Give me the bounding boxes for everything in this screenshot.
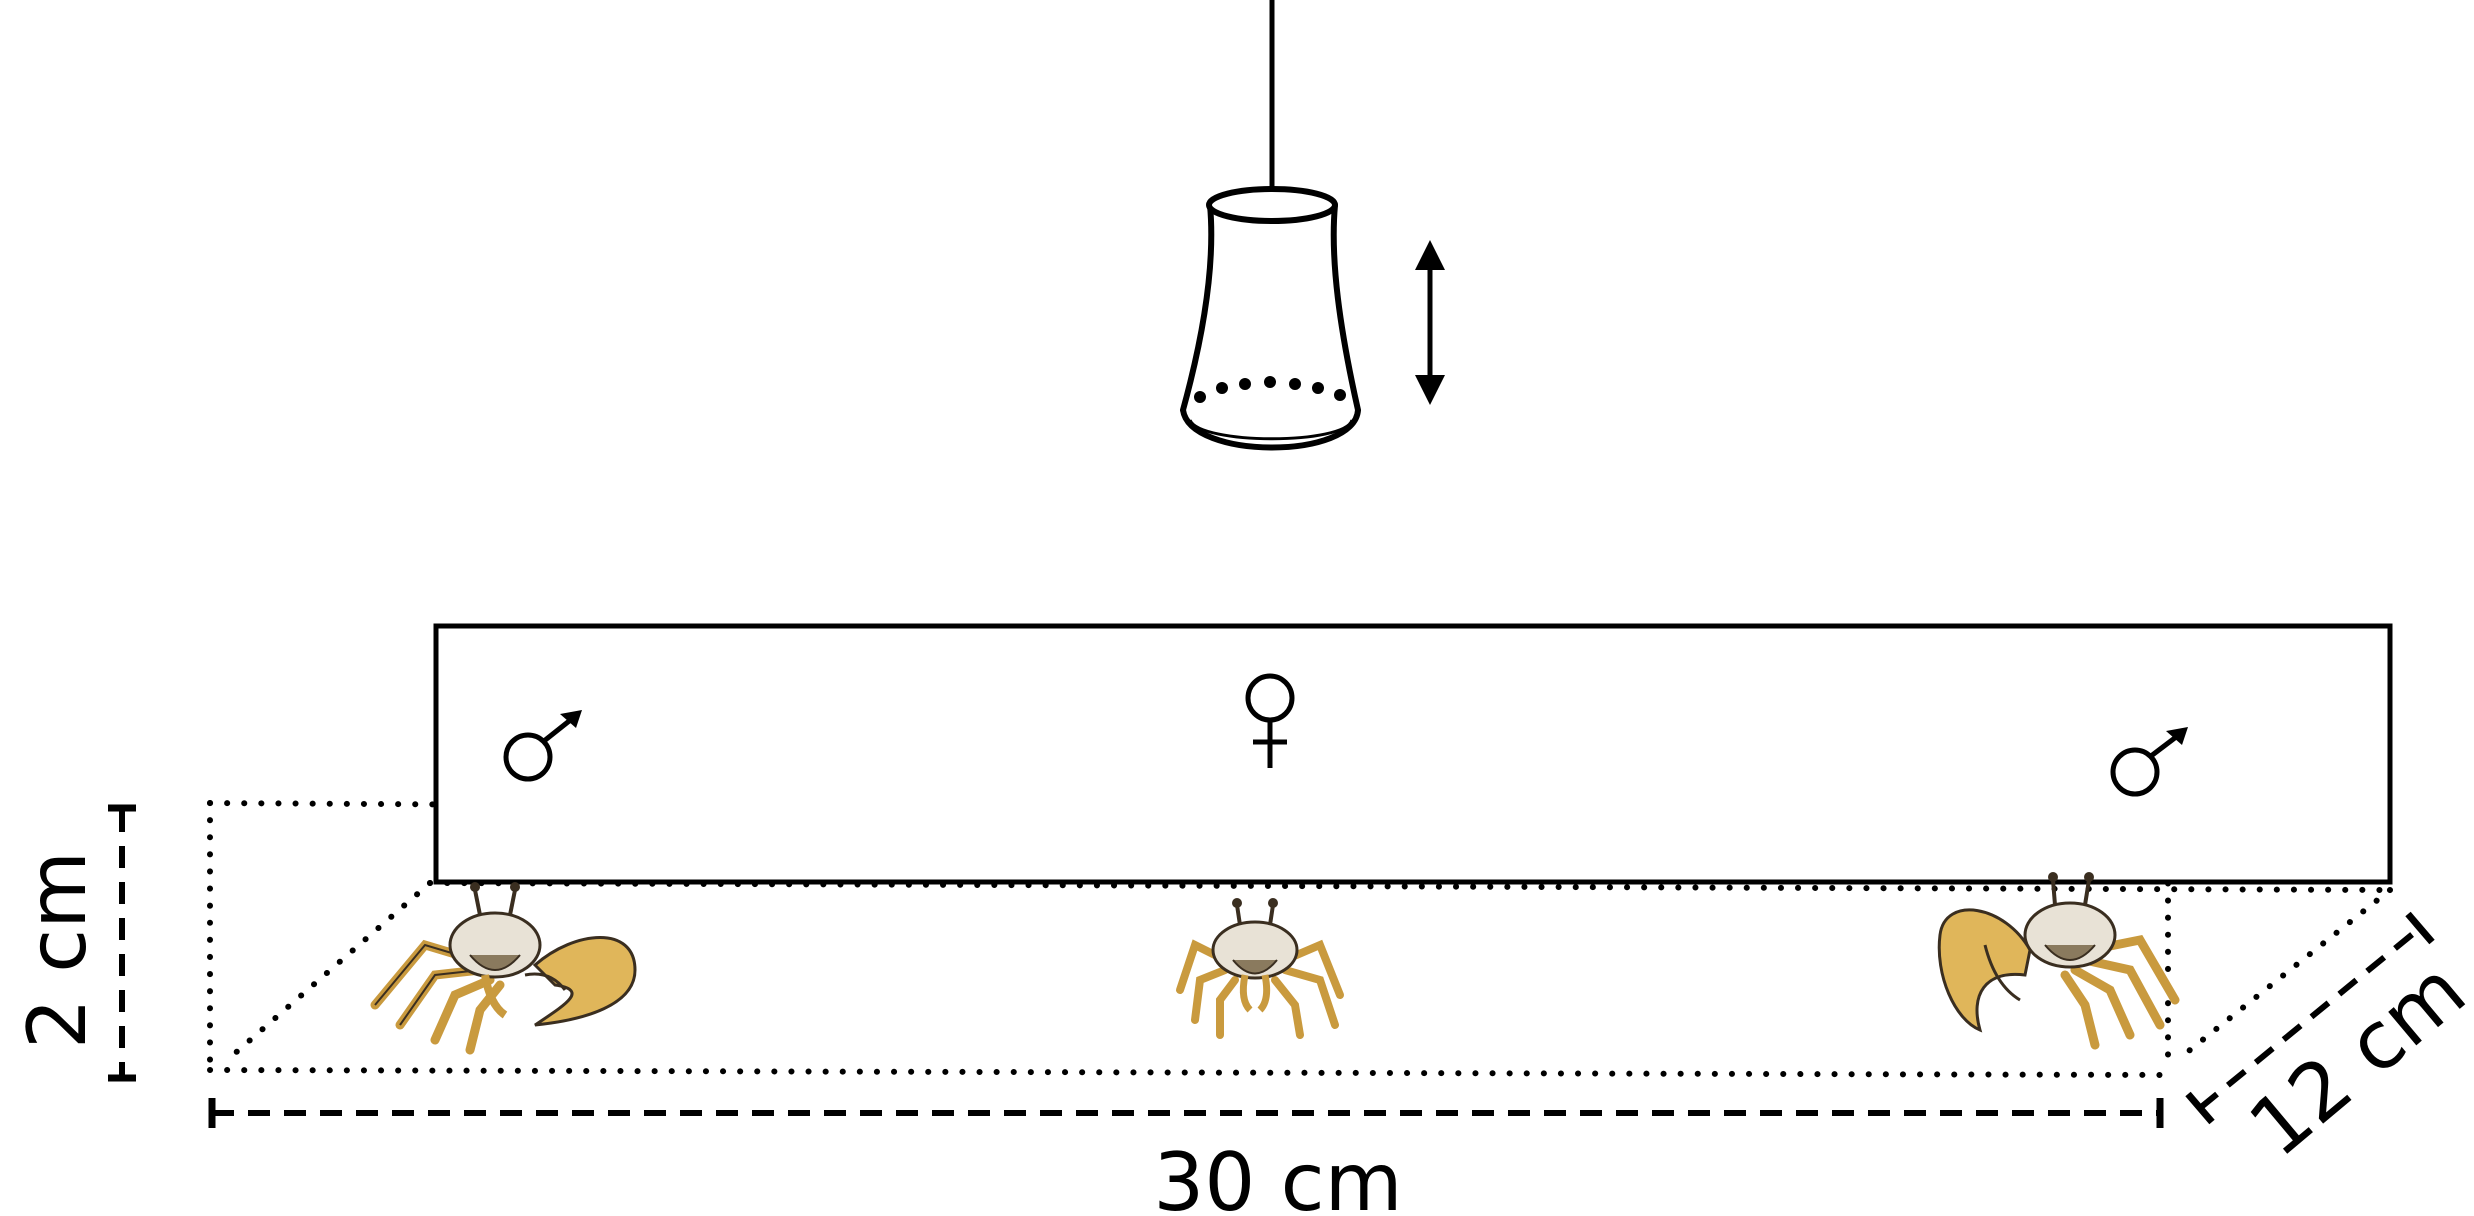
lamp-bulbs xyxy=(1194,376,1346,403)
height-dimension-line xyxy=(108,804,136,1082)
lamp-shade xyxy=(1180,202,1361,413)
length-dimension-line xyxy=(208,1098,2164,1128)
height-label: 2 cm xyxy=(11,851,104,1049)
depth-label: 12 cm xyxy=(2232,943,2474,1174)
lamp-top-rim xyxy=(1206,186,1338,224)
arena-wall xyxy=(433,623,2393,885)
fiddler-crab-female-icon xyxy=(1176,898,1344,1039)
depth-dimension-line xyxy=(2185,911,2435,1125)
fiddler-crab-male-left-icon xyxy=(370,882,637,1055)
male-symbol-right-icon xyxy=(2110,727,2188,797)
male-symbol-left-icon xyxy=(503,710,582,782)
length-label: 30 cm xyxy=(1153,1136,1402,1216)
vertical-double-arrow-icon xyxy=(1415,240,1445,405)
fiddler-crab-male-right-icon xyxy=(1937,872,2180,1050)
lamp-bottom-rim xyxy=(1180,409,1361,451)
pendant-lamp-icon xyxy=(1180,0,1361,451)
female-symbol-icon xyxy=(1245,673,1295,768)
